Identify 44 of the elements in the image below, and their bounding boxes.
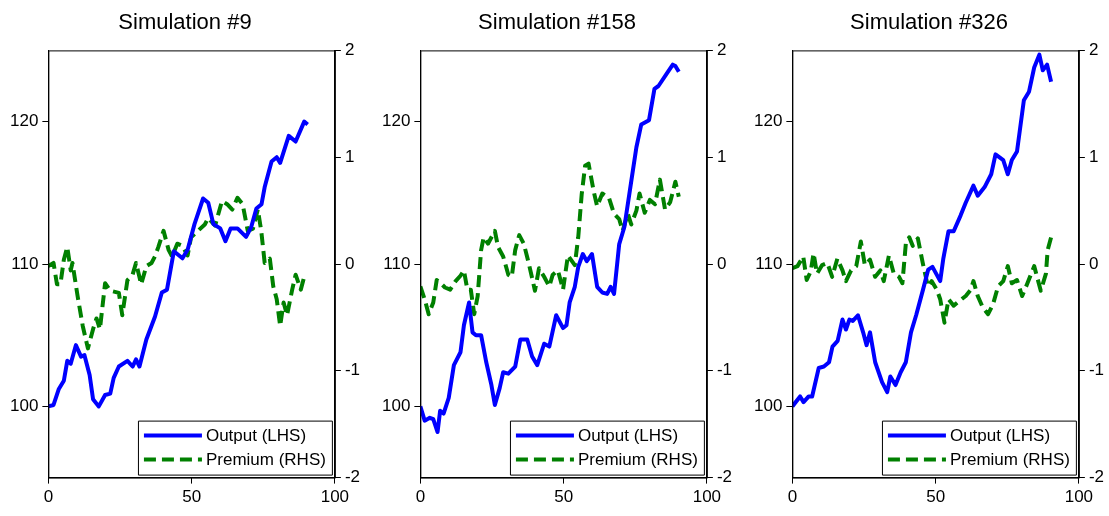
y2-tick-label: -2 [1088,467,1105,487]
y2-tick-label: -2 [716,467,733,487]
x-tick-label: 100 [692,487,722,507]
y2-tick-label: 2 [1088,40,1099,60]
y2-tick-label: 0 [1088,253,1099,273]
y-tick-label: 110 [383,253,411,273]
line-series [420,161,681,317]
chart-title: Simulation #158 [478,9,636,35]
y-tick-label: 110 [755,253,783,273]
legend-label: Premium (RHS) [949,450,1070,470]
y2-tick-label: -1 [344,360,361,380]
chart-title: Simulation #9 [118,9,252,35]
x-tick-label: 0 [415,487,426,507]
x-tick-label: 0 [43,487,54,507]
y-tick-label: 100 [381,396,411,416]
x-tick-label: 100 [320,487,350,507]
x-tick-label: 50 [926,487,946,507]
x-tick-label: 0 [787,487,798,507]
y-tick-label: 100 [753,396,783,416]
y2-tick-label: 1 [344,146,355,166]
y2-tick-label: 0 [716,253,727,273]
line-series [792,235,1054,325]
legend-label: Output (LHS) [949,426,1051,446]
legend-label: Premium (RHS) [205,450,326,470]
chart-title: Simulation #326 [850,9,1008,35]
y-tick-label: 120 [381,111,411,131]
y2-tick-label: -1 [716,360,733,380]
legend-label: Output (LHS) [205,426,307,446]
y2-tick-label: -1 [1088,360,1105,380]
y2-tick-label: 1 [1088,146,1099,166]
y2-tick-label: 2 [344,40,355,60]
y-tick-label: 100 [9,396,39,416]
legend-label: Premium (RHS) [577,450,698,470]
x-tick-label: 50 [554,487,574,507]
y-tick-label: 120 [9,111,39,131]
y2-tick-label: 2 [716,40,727,60]
x-tick-label: 100 [1064,487,1094,507]
y2-tick-label: 1 [716,146,727,166]
x-tick-label: 50 [182,487,202,507]
legend-label: Output (LHS) [577,426,679,446]
y2-tick-label: 0 [344,253,355,273]
y-tick-label: 110 [11,253,39,273]
y-tick-label: 120 [753,111,783,131]
y2-tick-label: -2 [344,467,361,487]
